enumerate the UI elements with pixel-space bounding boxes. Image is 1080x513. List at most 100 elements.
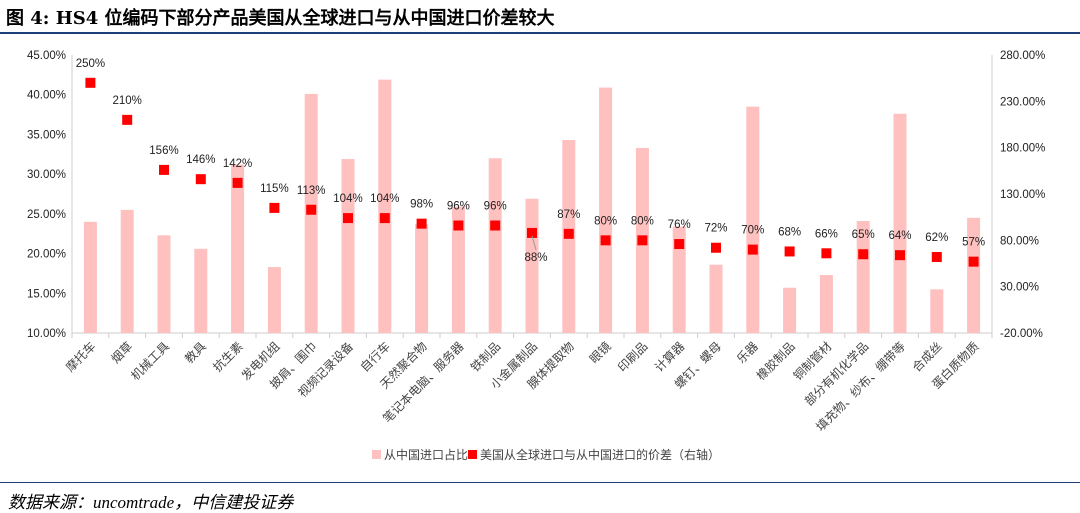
bar xyxy=(378,79,392,333)
point xyxy=(784,246,795,257)
bar xyxy=(783,287,797,333)
bar xyxy=(893,113,907,333)
category-label: 抗生素 xyxy=(210,339,246,375)
data-label: 96% xyxy=(484,201,507,213)
data-label: 88% xyxy=(524,252,547,264)
chart: 10.00% 15.00% 20.00% 25.00% 30.00% 35.00% 40.0… xyxy=(27,50,1045,462)
point xyxy=(159,164,169,175)
source-note: 数据来源：uncomtrade，中信建投证券 xyxy=(8,493,294,512)
data-label: 70% xyxy=(741,225,764,237)
point xyxy=(269,202,280,213)
category-label: 计算器 xyxy=(651,339,687,375)
category-label: 教具 xyxy=(181,339,209,367)
point xyxy=(674,239,685,250)
right-tick-label: 180.00% xyxy=(1000,143,1045,155)
left-tick-label: 20.00% xyxy=(27,249,66,261)
category-label: 印刷品 xyxy=(615,339,650,374)
data-label: 68% xyxy=(778,226,801,238)
bar xyxy=(819,275,833,333)
point xyxy=(821,248,832,259)
category-label: 橡胶制品 xyxy=(753,339,798,384)
data-label: 142% xyxy=(223,158,252,170)
bar xyxy=(930,289,944,333)
right-tick-label: 130.00% xyxy=(1000,189,1045,201)
data-label: 57% xyxy=(962,237,985,249)
point xyxy=(563,228,574,239)
point xyxy=(122,114,133,125)
bar xyxy=(157,235,171,333)
right-tick-label: 230.00% xyxy=(1000,96,1045,108)
point xyxy=(895,250,905,261)
point xyxy=(306,204,317,215)
bar xyxy=(194,248,208,333)
bar xyxy=(415,224,429,333)
data-label: 156% xyxy=(149,145,178,157)
point xyxy=(453,220,464,231)
category-label: 机械工具 xyxy=(128,339,173,384)
data-label: 210% xyxy=(112,95,141,107)
data-label: 113% xyxy=(297,185,326,197)
point xyxy=(232,177,243,188)
data-label: 80% xyxy=(594,215,617,227)
data-label: 98% xyxy=(410,199,433,211)
point xyxy=(931,252,942,263)
point xyxy=(637,235,648,246)
left-tick-label: 40.00% xyxy=(27,90,66,102)
data-label: 87% xyxy=(557,209,580,221)
right-tick-label: -20.00% xyxy=(1000,328,1043,340)
legend-swatch-point xyxy=(468,450,477,459)
bar xyxy=(488,158,502,333)
left-tick-label: 45.00% xyxy=(27,50,66,62)
bar xyxy=(746,106,760,333)
bar xyxy=(967,217,981,333)
point xyxy=(858,249,869,260)
left-tick-label: 30.00% xyxy=(27,169,66,181)
left-tick-label: 25.00% xyxy=(27,209,66,221)
title-divider xyxy=(0,32,1080,34)
category-label: 部分有机化学品 xyxy=(801,339,871,409)
category-label: 眼镜 xyxy=(586,339,614,367)
bar xyxy=(672,226,686,333)
data-label: 72% xyxy=(704,223,727,235)
point xyxy=(379,213,390,224)
data-label: 65% xyxy=(852,229,875,241)
right-tick-label: 30.00% xyxy=(1000,282,1039,294)
data-label: 146% xyxy=(186,154,215,166)
label-leader xyxy=(531,235,537,251)
point xyxy=(711,242,721,253)
data-label: 250% xyxy=(76,58,105,70)
bar xyxy=(231,164,245,333)
point xyxy=(968,256,979,267)
bar xyxy=(525,198,539,333)
category-label: 自行车 xyxy=(357,339,393,375)
left-tick-label: 15.00% xyxy=(27,288,66,300)
point xyxy=(747,244,758,255)
point xyxy=(600,235,611,246)
legend-label: 美国从全球进口与从中国进口的价差（右轴） xyxy=(480,447,720,462)
data-label: 104% xyxy=(333,193,362,205)
point xyxy=(85,77,96,88)
category-label: 摩托车 xyxy=(62,339,98,375)
data-label: 64% xyxy=(888,230,911,242)
bar xyxy=(83,221,97,333)
left-tick-label: 10.00% xyxy=(27,328,66,340)
point xyxy=(490,220,501,231)
legend-label: 从中国进口占比 xyxy=(384,447,468,462)
point xyxy=(343,213,353,224)
data-label: 115% xyxy=(260,183,289,195)
point xyxy=(195,174,206,185)
right-tick-label: 80.00% xyxy=(1000,235,1039,247)
data-label: 80% xyxy=(631,215,654,227)
bar xyxy=(599,87,613,334)
category-label: 合成丝 xyxy=(909,339,945,375)
footer-divider xyxy=(0,482,1080,483)
bar xyxy=(856,221,870,333)
bar xyxy=(709,264,723,333)
category-label: 烟草 xyxy=(108,339,135,366)
data-label: 96% xyxy=(447,201,470,213)
data-label: 104% xyxy=(370,193,399,205)
category-label: 铁制品 xyxy=(468,339,503,374)
bar xyxy=(120,209,134,333)
category-label: 乐器 xyxy=(734,339,761,366)
data-label: 76% xyxy=(668,219,691,231)
